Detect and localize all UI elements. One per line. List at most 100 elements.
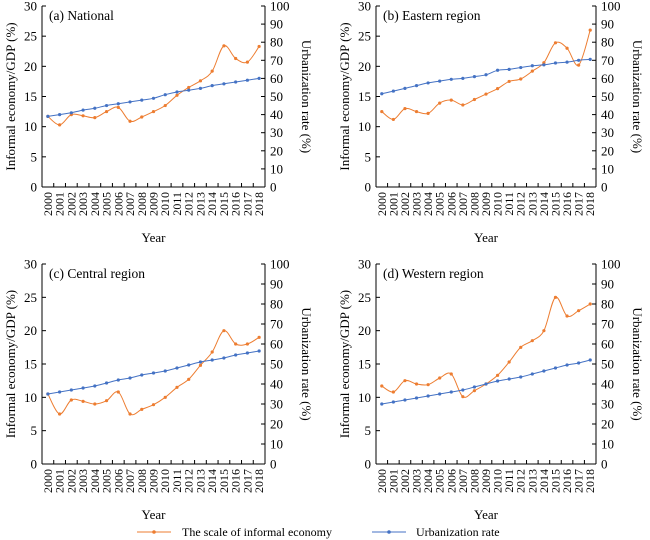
data-point-informal [414, 109, 419, 114]
x-tick-label: 2004 [88, 469, 102, 493]
y-right-tick-label: 50 [270, 357, 283, 372]
x-tick-label: 2015 [217, 469, 231, 493]
data-point-informal [380, 384, 384, 388]
legend-marker-informal [152, 530, 156, 534]
data-point-urban [69, 111, 73, 115]
x-tick-label: 2017 [240, 192, 254, 216]
x-tick-label: 2017 [240, 469, 254, 493]
data-point-urban [140, 373, 144, 377]
x-tick-label: 2008 [467, 469, 481, 493]
data-point-informal [391, 390, 395, 394]
x-tick-label: 2004 [421, 469, 435, 493]
y-right-tick-label: 0 [270, 180, 277, 195]
x-tick-label: 2007 [456, 469, 470, 493]
x-tick-label: 2005 [433, 469, 447, 493]
x-tick-label: 2014 [205, 469, 219, 493]
legend-item-informal: The scale of informal economy [137, 525, 332, 539]
panel-title: (c) Central region [49, 266, 145, 281]
legend-item-urban: Urbanization rate [372, 525, 500, 539]
x-tick-label: 2012 [514, 192, 528, 216]
data-point-informal [565, 46, 569, 50]
x-tick-label: 2009 [147, 192, 161, 216]
series-line-urban [381, 359, 591, 405]
y-right-tick-label: 50 [270, 89, 283, 104]
data-point-urban [530, 64, 534, 68]
y-right-tick-label: 90 [270, 17, 283, 32]
x-tick-label: 2010 [491, 192, 505, 216]
data-point-urban [128, 100, 132, 104]
x-tick-label: 2008 [467, 192, 481, 216]
x-tick-label: 2002 [64, 469, 78, 493]
y-axis-title-left: Informal economy/GDP (%) [337, 22, 352, 170]
x-axis-title: Year [474, 230, 499, 245]
data-point-urban [151, 371, 156, 375]
data-point-urban [461, 76, 465, 80]
data-point-informal [519, 345, 523, 349]
panel-title: (a) National [49, 8, 114, 23]
y-right-tick-label: 40 [601, 377, 614, 392]
y-right-tick-label: 0 [601, 457, 608, 472]
x-tick-label: 2006 [111, 469, 125, 493]
y-axis-title-right: Urbanization rate (%) [299, 40, 314, 153]
data-point-urban [198, 86, 203, 90]
y-right-tick-label: 100 [270, 0, 290, 14]
data-point-urban [577, 58, 581, 62]
y-right-tick-label: 30 [270, 397, 283, 412]
data-point-urban [234, 353, 238, 357]
data-point-informal [449, 372, 453, 376]
data-point-urban [565, 363, 569, 367]
legend-label-informal: The scale of informal economy [182, 525, 332, 539]
data-point-urban [565, 60, 569, 64]
data-point-urban [187, 88, 191, 92]
data-point-urban [151, 96, 156, 100]
data-point-urban [507, 377, 511, 381]
data-point-informal [234, 56, 238, 61]
y-axis-title-right: Urbanization rate (%) [299, 307, 314, 420]
data-point-informal [140, 407, 144, 411]
data-point-informal [507, 79, 511, 84]
x-tick-label: 2006 [444, 469, 458, 493]
data-point-informal [403, 106, 407, 111]
y-left-tick-label: 0 [31, 180, 38, 195]
y-right-tick-label: 20 [270, 417, 283, 432]
y-right-tick-label: 100 [270, 257, 290, 272]
data-point-urban [116, 102, 120, 106]
data-point-informal [588, 28, 592, 32]
x-tick-label: 2011 [170, 192, 184, 216]
data-point-urban [495, 379, 500, 383]
data-point-informal [257, 44, 261, 49]
data-point-informal [116, 390, 120, 394]
y-left-tick-label: 5 [31, 149, 38, 164]
y-left-tick-label: 25 [24, 290, 37, 305]
x-tick-label: 2002 [398, 469, 412, 493]
x-tick-label: 2001 [386, 469, 400, 493]
data-point-urban [577, 361, 581, 365]
x-tick-label: 2007 [123, 469, 137, 493]
x-tick-label: 2018 [252, 469, 266, 493]
y-right-tick-label: 40 [270, 107, 283, 122]
x-tick-label: 2016 [229, 469, 243, 493]
data-point-informal [128, 119, 132, 123]
data-point-urban [93, 106, 97, 110]
data-point-urban [81, 108, 85, 112]
x-tick-label: 2012 [514, 469, 528, 493]
chart-panel-4: 0510152025300102030405060708090100200020… [337, 257, 645, 523]
data-point-urban [414, 396, 419, 400]
data-point-informal [565, 314, 569, 318]
x-tick-label: 2017 [572, 469, 586, 493]
data-point-informal [222, 44, 226, 48]
y-right-tick-label: 50 [601, 89, 614, 104]
x-tick-label: 2001 [386, 192, 400, 216]
x-tick-label: 2012 [182, 469, 196, 493]
x-tick-label: 2003 [410, 192, 424, 216]
data-point-urban [81, 386, 85, 390]
data-point-informal [234, 342, 238, 346]
y-right-tick-label: 20 [601, 417, 614, 432]
y-left-tick-label: 0 [365, 180, 372, 195]
y-left-tick-label: 15 [24, 89, 37, 104]
data-point-informal [93, 116, 97, 120]
y-left-tick-label: 30 [358, 0, 371, 14]
data-point-informal [461, 395, 465, 399]
data-point-urban [46, 114, 50, 119]
x-tick-label: 2011 [502, 469, 516, 493]
